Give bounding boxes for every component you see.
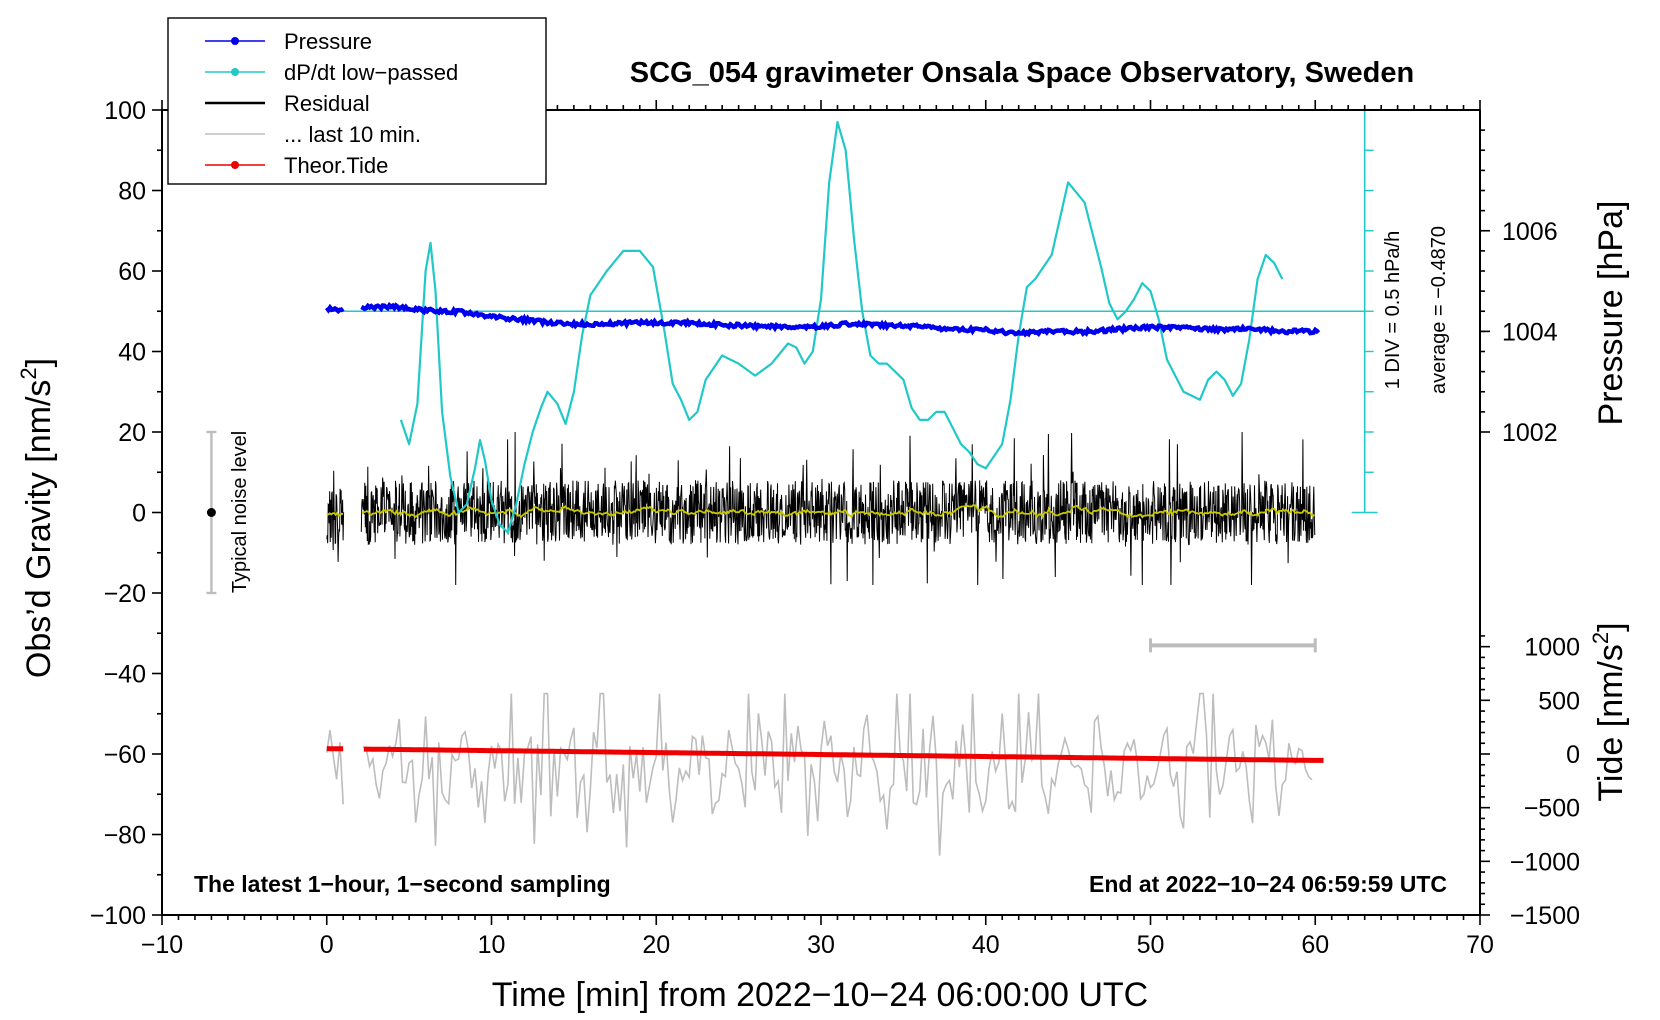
y-axis-title: Obs’d Gravity [nm/s2] bbox=[16, 358, 58, 678]
tide-tick-label: 1000 bbox=[1524, 634, 1580, 662]
dpdt-average-label: average = −0.4870 bbox=[1428, 226, 1450, 394]
x-tick-label: 20 bbox=[642, 931, 670, 959]
y-tick-label: 40 bbox=[118, 339, 146, 367]
noise-level-dot bbox=[206, 508, 216, 517]
legend-marker bbox=[231, 68, 239, 76]
series-pressure bbox=[324, 301, 1321, 338]
y-axis-title-sup: 2 bbox=[16, 367, 41, 379]
series-residual-smoothed bbox=[326, 504, 1315, 519]
legend-marker bbox=[231, 161, 239, 169]
x-axis-title: Time [min] from 2022−10−24 06:00:00 UTC bbox=[492, 976, 1148, 1014]
axes: −10 0 10 20 30 40 50 60 70−100−80−60−40−20020406… bbox=[90, 97, 1580, 959]
y-tick-label: −60 bbox=[104, 741, 146, 769]
pressure-tick-label: 1004 bbox=[1502, 318, 1558, 346]
tide-axis-title-close: ] bbox=[1592, 622, 1630, 631]
plot-area bbox=[324, 121, 1365, 856]
bottom-left-note: The latest 1−hour, 1−second sampling bbox=[194, 871, 611, 897]
bottom-right-note: End at 2022−10−24 06:59:59 UTC bbox=[1089, 871, 1447, 897]
x-tick-label: 40 bbox=[972, 931, 1000, 959]
tide-axis-title: Tide [nm/s2] bbox=[1588, 622, 1630, 801]
pressure-tick-label: 1006 bbox=[1502, 218, 1558, 246]
tide-axis-title-main: Tide [nm/s bbox=[1592, 644, 1630, 801]
y-tick-label: 20 bbox=[118, 419, 146, 447]
y-tick-label: −40 bbox=[104, 661, 146, 689]
legend-marker bbox=[231, 37, 239, 45]
y-tick-label: −100 bbox=[90, 902, 146, 930]
x-tick-label: 70 bbox=[1466, 931, 1494, 959]
x-tick-label: 60 bbox=[1301, 931, 1329, 959]
x-tick-label: −10 bbox=[141, 931, 183, 959]
annotation-layer bbox=[206, 109, 1378, 653]
tide-tick-label: −1000 bbox=[1510, 848, 1580, 876]
legend: Pressure dP/dt low−passed Residual ... last… bbox=[167, 17, 547, 185]
y-tick-label: −20 bbox=[104, 580, 146, 608]
dpdt-div-label: 1 DIV = 0.5 hPa/h bbox=[1382, 231, 1404, 389]
pressure-tick-label: 1002 bbox=[1502, 419, 1558, 447]
series-theor-tide bbox=[326, 746, 1324, 763]
y-axis-title-close: ] bbox=[20, 358, 58, 367]
y-tick-label: 60 bbox=[118, 258, 146, 286]
y-axis-title-main: Obs’d Gravity [nm/s bbox=[20, 380, 58, 679]
tide-tick-label: 500 bbox=[1538, 687, 1580, 715]
legend-label: Residual bbox=[284, 91, 370, 116]
x-tick-label: 0 bbox=[320, 931, 334, 959]
y-tick-label: 0 bbox=[132, 500, 146, 528]
series-dpdt bbox=[399, 121, 1284, 534]
y-tick-label: 80 bbox=[118, 178, 146, 206]
y-tick-label: 100 bbox=[104, 97, 146, 125]
tide-tick-label: −500 bbox=[1524, 795, 1580, 823]
legend-label: ... last 10 min. bbox=[284, 122, 421, 147]
tide-tick-label: −1500 bbox=[1510, 902, 1580, 930]
legend-label: Theor.Tide bbox=[284, 153, 388, 178]
legend-label: Pressure bbox=[284, 29, 372, 54]
series-last-10-min bbox=[326, 692, 1313, 856]
x-tick-label: 30 bbox=[807, 931, 835, 959]
noise-level-label: Typical noise level bbox=[229, 431, 251, 593]
chart-title: SCG_054 gravimeter Onsala Space Observat… bbox=[630, 57, 1414, 89]
legend-box bbox=[167, 17, 547, 185]
legend-label: dP/dt low−passed bbox=[284, 60, 458, 85]
pressure-axis-title: Pressure [hPa] bbox=[1592, 201, 1630, 426]
tide-axis-title-sup: 2 bbox=[1588, 632, 1613, 644]
x-tick-label: 10 bbox=[478, 931, 506, 959]
tide-tick-label: 0 bbox=[1566, 741, 1580, 769]
y-tick-label: −80 bbox=[104, 822, 146, 850]
x-tick-label: 50 bbox=[1137, 931, 1165, 959]
